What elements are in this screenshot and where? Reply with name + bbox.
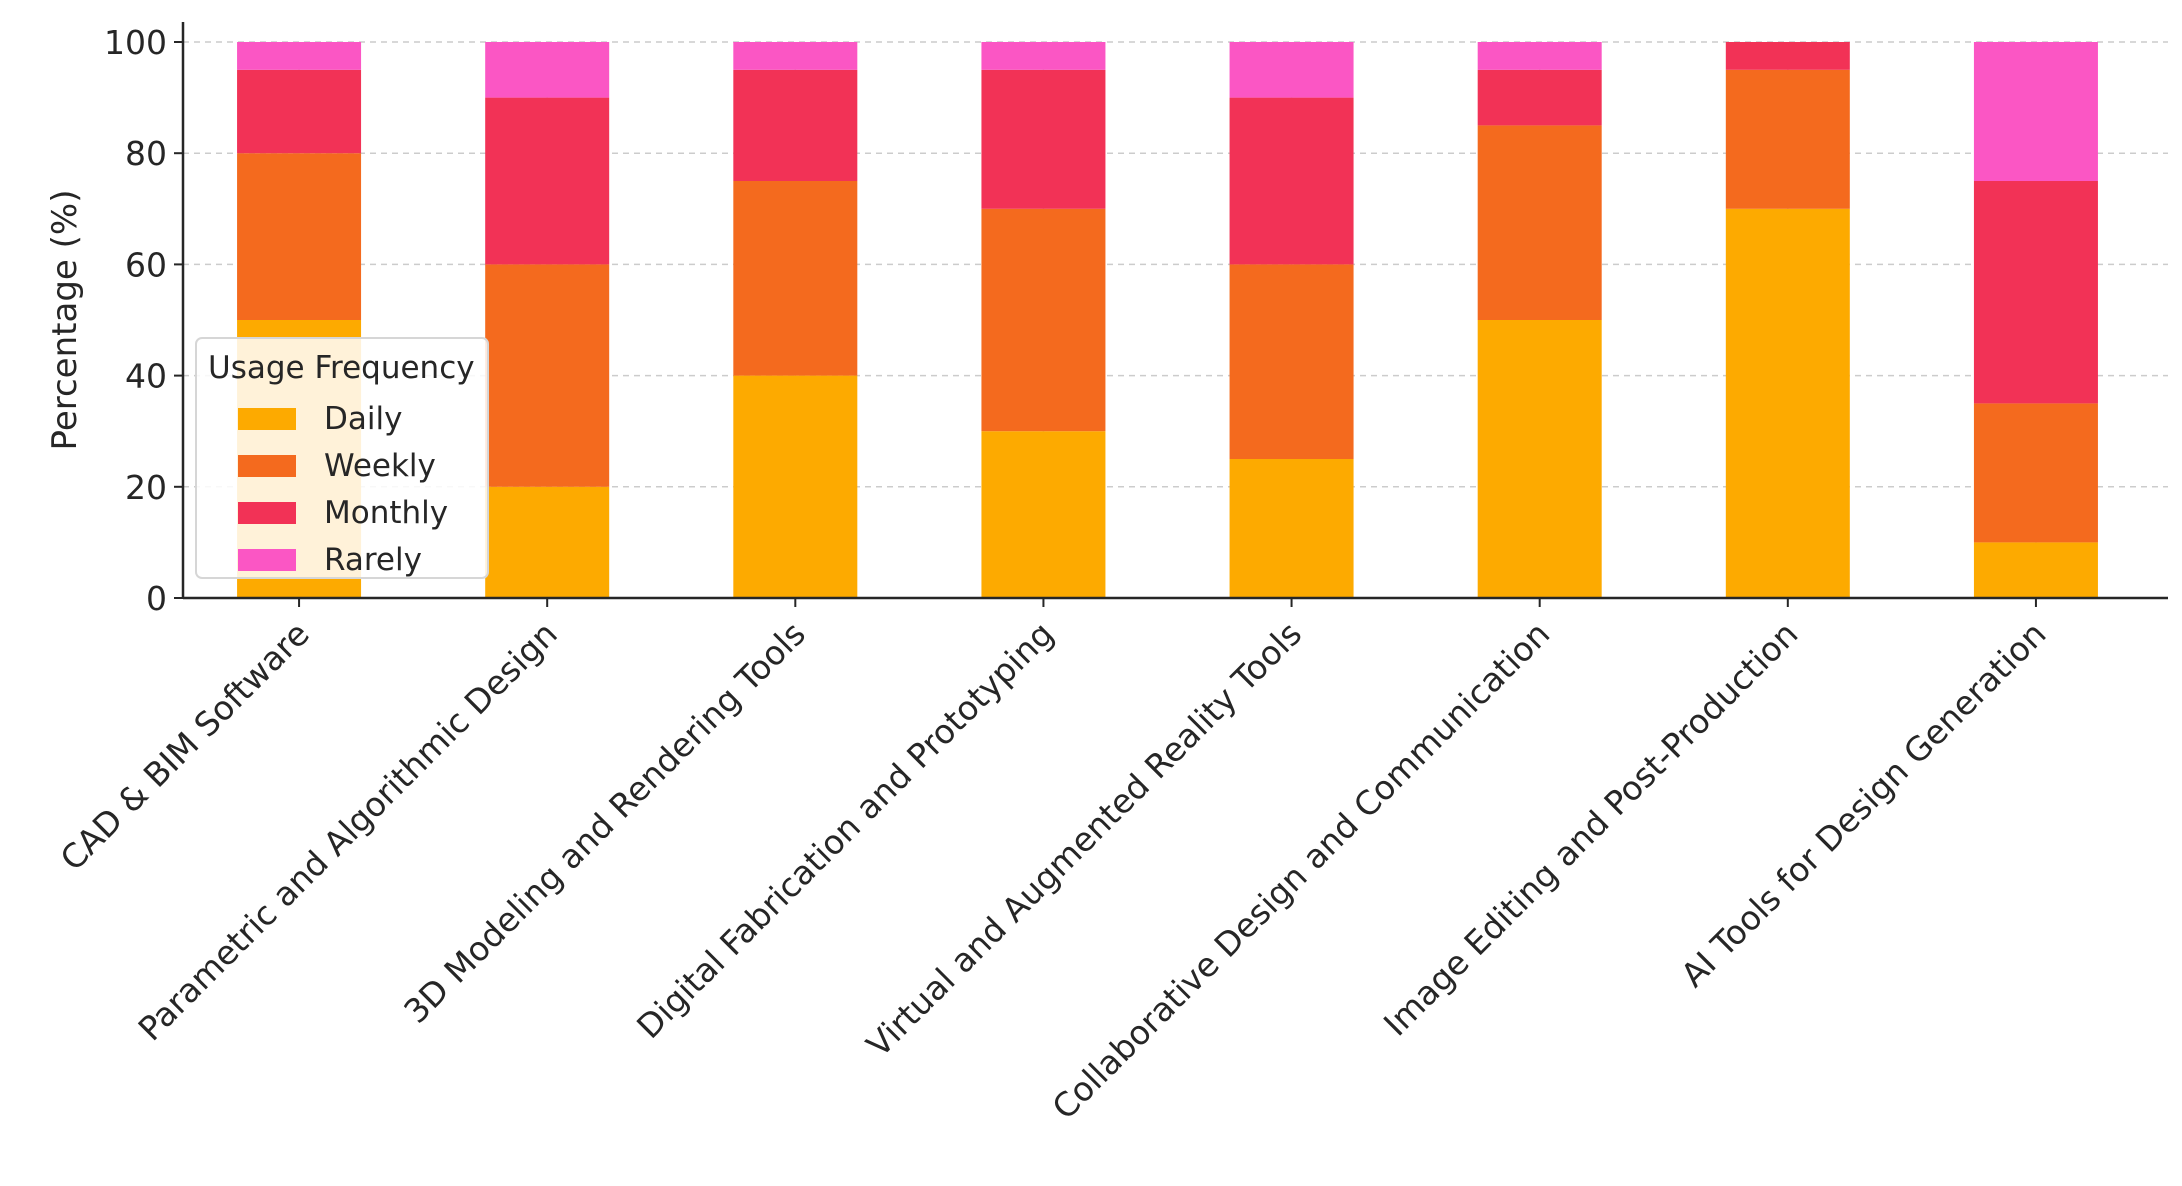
legend-title: Usage Frequency [208,350,475,386]
bar-rarely-1 [485,42,610,98]
bar-monthly-0 [237,69,362,154]
legend-label-weekly: Weekly [324,448,436,484]
y-tick-label: 20 [125,468,167,507]
y-tick-label: 100 [104,23,167,62]
bar-rarely-7 [1973,42,2098,181]
bar-rarely-5 [1477,42,1602,70]
x-tick-label: Digital Fabrication and Prototyping [629,614,1061,1046]
bar-weekly-5 [1477,125,1602,321]
legend-swatch-rarely [238,549,296,571]
bar-rarely-4 [1229,42,1354,98]
x-tick-label: Image Editing and Post-Production [1376,614,1805,1043]
x-tick-label: CAD & BIM Software [53,614,317,878]
bar-monthly-1 [485,97,610,265]
y-tick-label: 0 [146,579,167,618]
bar-monthly-3 [981,69,1106,209]
bar-weekly-3 [981,208,1106,432]
bar-monthly-6 [1725,42,1850,70]
legend-items: Daily Weekly Monthly Rarely [238,401,448,578]
legend-swatch-daily [238,408,296,430]
legend: Usage Frequency Daily Weekly Monthly Rarely [195,337,489,579]
bar-daily-4 [1229,459,1354,598]
y-tick-label: 80 [125,134,167,173]
bar-daily-1 [485,486,610,598]
legend-swatch-monthly [238,502,296,524]
bar-weekly-0 [237,153,362,320]
bar-daily-7 [1973,542,2098,598]
legend-label-monthly: Monthly [324,495,448,531]
bar-monthly-2 [733,69,858,181]
legend-label-rarely: Rarely [324,542,422,578]
bar-monthly-5 [1477,69,1602,126]
x-tick-label: Collaborative Design and Communication [1045,614,1558,1127]
bar-rarely-0 [237,42,362,70]
bar-daily-2 [733,375,858,598]
bar-rarely-3 [981,42,1106,70]
bar-rarely-2 [733,42,858,70]
bar-daily-5 [1477,320,1602,598]
x-tick-label: 3D Modeling and Rendering Tools [396,614,813,1031]
bar-weekly-4 [1229,264,1354,459]
bar-monthly-4 [1229,97,1354,265]
x-tick-label: Parametric and Algorithmic Design [131,614,565,1048]
x-tick-label: Virtual and Augmented Reality Tools [859,614,1309,1064]
y-tick-label: 60 [125,245,167,284]
bar-layer [237,42,2098,599]
bar-daily-6 [1725,208,1850,599]
bar-weekly-2 [733,181,858,376]
y-tick-label: 40 [125,357,167,396]
bar-monthly-7 [1973,181,2098,404]
bar-weekly-1 [485,264,610,487]
legend-label-daily: Daily [324,401,402,437]
legend-swatch-weekly [238,455,296,477]
bar-daily-3 [981,431,1106,598]
bar-weekly-6 [1725,69,1850,209]
y-axis-label: Percentage (%) [45,190,85,451]
bar-weekly-7 [1973,403,2098,543]
